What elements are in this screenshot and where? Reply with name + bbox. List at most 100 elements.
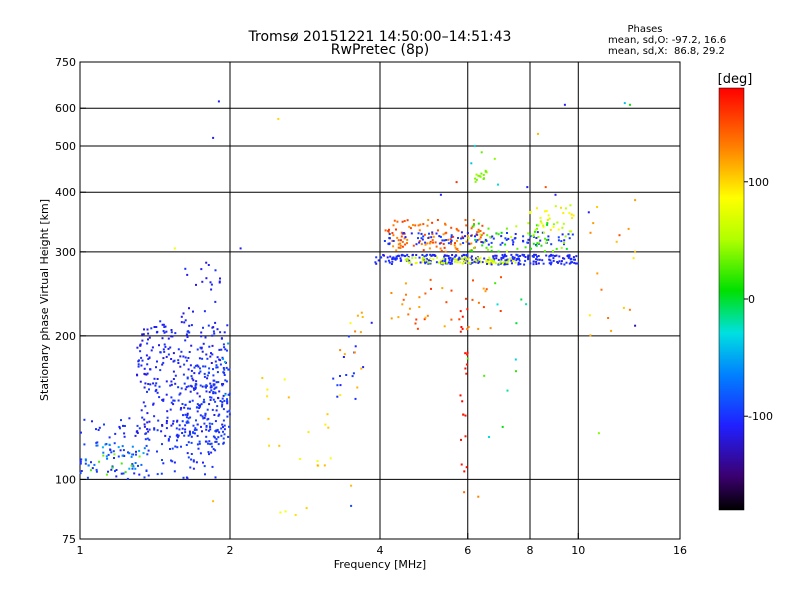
data-point — [561, 233, 564, 236]
data-point — [222, 437, 225, 440]
data-point — [514, 233, 517, 235]
colorbar-ticks: 100 0 -100 — [744, 176, 773, 423]
data-point — [449, 261, 452, 264]
data-point — [226, 410, 229, 413]
data-point — [140, 364, 143, 367]
data-point — [220, 348, 223, 351]
data-point — [437, 261, 440, 264]
data-point — [188, 324, 191, 327]
data-point — [192, 310, 194, 313]
data-point — [80, 431, 82, 434]
data-point — [387, 231, 390, 234]
data-point — [176, 419, 179, 422]
data-point — [214, 476, 217, 479]
data-point — [569, 258, 572, 261]
data-point — [222, 394, 225, 397]
data-point — [397, 239, 400, 242]
data-point — [482, 173, 485, 176]
data-point — [208, 440, 211, 443]
data-point — [210, 384, 213, 387]
data-point — [208, 391, 211, 394]
data-point — [418, 296, 421, 299]
data-point — [141, 339, 144, 342]
plot-area: 1 2 4 6 8 10 16 75 100 200 300 400 500 600 750 — [55, 56, 687, 557]
data-point — [450, 234, 453, 237]
data-point — [423, 318, 426, 321]
data-point — [567, 256, 570, 259]
data-point — [223, 428, 226, 431]
data-point — [472, 219, 475, 221]
data-point — [509, 257, 512, 260]
data-point — [204, 385, 207, 388]
data-point — [266, 395, 269, 398]
data-point — [443, 255, 446, 258]
data-point — [207, 442, 209, 445]
data-point — [222, 371, 225, 374]
data-point — [192, 459, 195, 462]
data-point — [210, 283, 213, 286]
data-point — [106, 457, 109, 460]
data-point — [402, 254, 405, 257]
data-point — [403, 220, 406, 222]
data-point — [445, 239, 448, 241]
data-point — [219, 331, 222, 334]
data-point — [147, 358, 150, 360]
data-point — [161, 363, 164, 366]
x-tick-label: 10 — [571, 544, 585, 557]
data-point — [218, 413, 221, 416]
data-point — [214, 392, 217, 395]
data-point — [181, 427, 184, 430]
data-point — [428, 259, 430, 262]
data-point — [167, 337, 170, 340]
data-point — [387, 230, 390, 232]
data-point — [411, 257, 414, 260]
data-point — [434, 255, 437, 257]
data-point — [162, 361, 165, 364]
data-point — [397, 246, 400, 249]
data-point — [329, 457, 332, 460]
data-point — [463, 260, 466, 263]
data-point — [453, 255, 456, 258]
data-point — [375, 262, 378, 265]
data-point — [178, 424, 181, 427]
data-point — [183, 382, 186, 385]
data-point — [217, 381, 220, 384]
data-point — [148, 356, 151, 359]
data-point — [170, 335, 173, 338]
data-point — [480, 261, 483, 264]
data-point — [204, 336, 207, 339]
data-point — [147, 332, 150, 335]
data-point — [214, 440, 217, 443]
data-point — [212, 374, 215, 377]
data-point — [403, 237, 406, 240]
data-point — [443, 260, 446, 263]
data-point — [552, 250, 554, 253]
data-point — [198, 372, 201, 375]
x-tick-label: 1 — [77, 544, 84, 557]
data-point — [476, 239, 479, 242]
data-point — [389, 255, 392, 258]
data-point — [407, 313, 410, 316]
data-point — [143, 423, 146, 426]
data-point — [534, 228, 537, 231]
data-point — [402, 298, 405, 301]
data-point — [392, 224, 395, 227]
data-point — [502, 256, 505, 259]
data-point — [466, 253, 469, 256]
data-point — [519, 263, 522, 266]
data-point — [214, 321, 217, 324]
data-point — [552, 257, 555, 260]
data-point — [278, 444, 281, 447]
data-point — [482, 232, 485, 235]
data-point — [466, 353, 469, 356]
data-point — [167, 353, 170, 356]
data-point — [202, 365, 205, 368]
data-point — [356, 386, 359, 389]
data-point — [128, 452, 131, 455]
data-point — [119, 427, 121, 430]
data-point — [463, 491, 466, 494]
data-point — [212, 435, 215, 438]
data-point — [628, 308, 631, 311]
data-point — [203, 398, 205, 401]
data-point — [450, 289, 453, 292]
